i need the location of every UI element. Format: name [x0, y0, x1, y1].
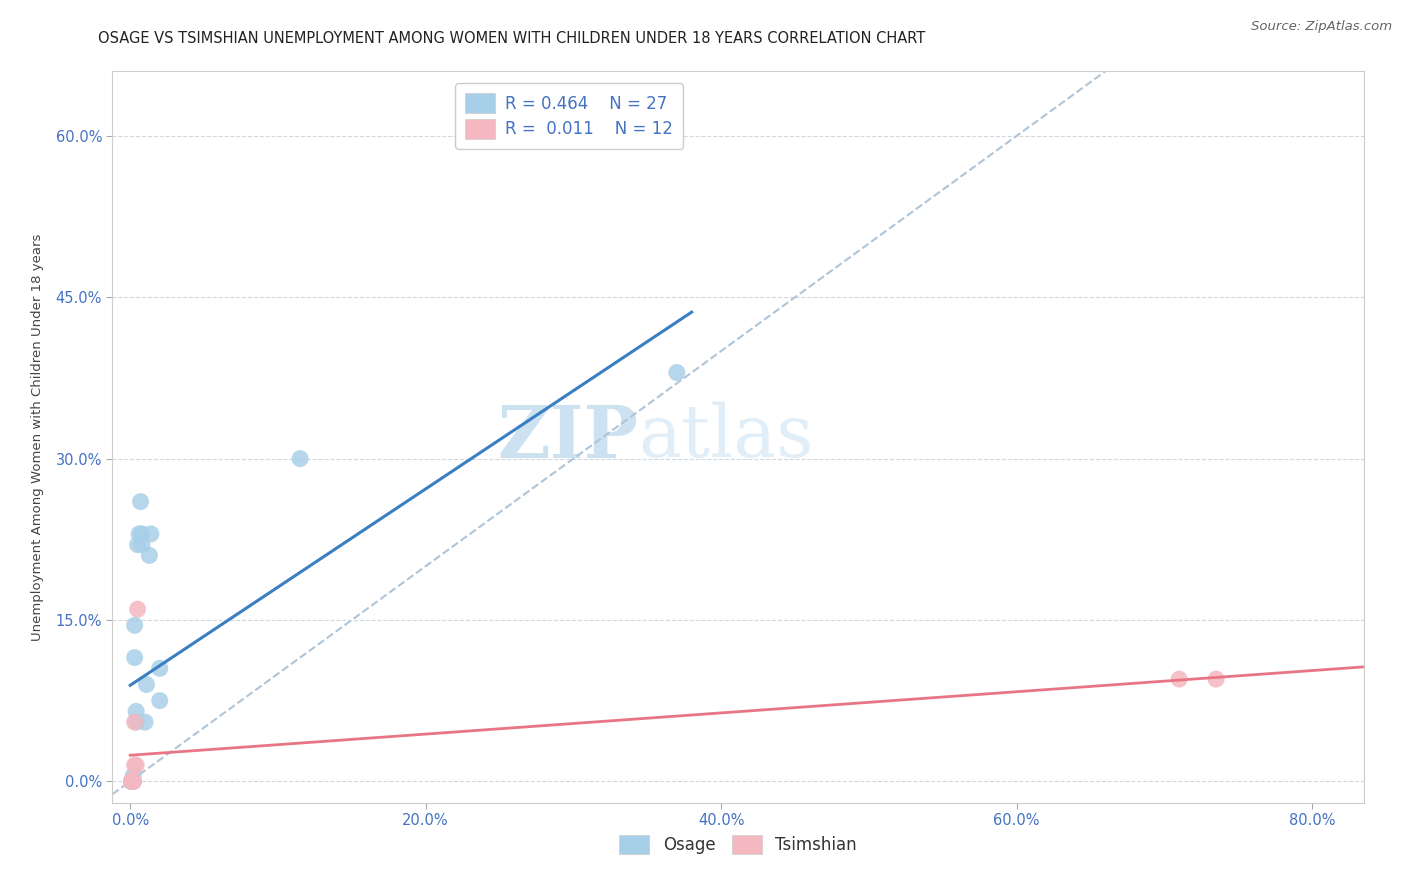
- Point: [122, 774, 145, 789]
- Point: [122, 774, 145, 789]
- Point: [129, 494, 152, 508]
- Point: [121, 774, 143, 789]
- Legend: Osage, Tsimshian: Osage, Tsimshian: [609, 825, 868, 864]
- Point: [121, 774, 143, 789]
- Point: [149, 661, 172, 675]
- Point: [124, 618, 146, 632]
- Text: Source: ZipAtlas.com: Source: ZipAtlas.com: [1251, 20, 1392, 33]
- Point: [139, 527, 162, 541]
- Point: [138, 549, 160, 563]
- Point: [125, 758, 148, 772]
- Point: [124, 650, 146, 665]
- Point: [124, 758, 146, 772]
- Point: [125, 705, 148, 719]
- Text: OSAGE VS TSIMSHIAN UNEMPLOYMENT AMONG WOMEN WITH CHILDREN UNDER 18 YEARS CORRELA: OSAGE VS TSIMSHIAN UNEMPLOYMENT AMONG WO…: [98, 31, 925, 46]
- Point: [665, 366, 688, 380]
- Text: atlas: atlas: [638, 401, 814, 473]
- Point: [121, 774, 143, 789]
- Point: [127, 538, 149, 552]
- Point: [128, 527, 150, 541]
- Point: [122, 774, 145, 789]
- Point: [149, 693, 172, 707]
- Point: [121, 774, 143, 789]
- Point: [122, 774, 145, 789]
- Point: [122, 774, 145, 789]
- Point: [135, 677, 157, 691]
- Point: [121, 774, 143, 789]
- Point: [122, 774, 145, 789]
- Y-axis label: Unemployment Among Women with Children Under 18 years: Unemployment Among Women with Children U…: [31, 234, 45, 640]
- Point: [131, 527, 153, 541]
- Text: ZIP: ZIP: [498, 401, 638, 473]
- Point: [125, 715, 148, 730]
- Point: [131, 538, 153, 552]
- Point: [1168, 672, 1191, 686]
- Point: [121, 774, 143, 789]
- Point: [121, 774, 143, 789]
- Point: [134, 715, 156, 730]
- Point: [288, 451, 311, 466]
- Point: [127, 602, 149, 616]
- Point: [122, 774, 145, 789]
- Point: [124, 715, 146, 730]
- Point: [122, 769, 145, 783]
- Point: [1205, 672, 1227, 686]
- Point: [121, 774, 143, 789]
